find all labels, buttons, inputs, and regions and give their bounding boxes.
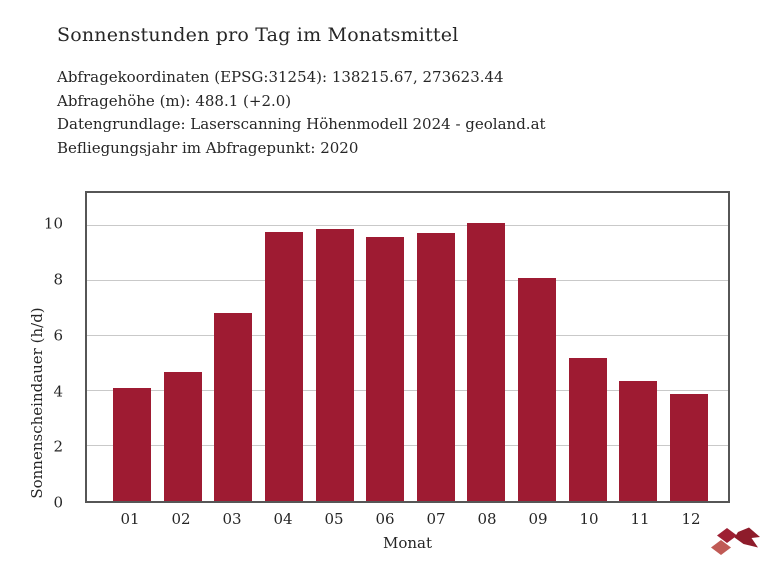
gridline (87, 279, 728, 281)
gridline (87, 224, 728, 226)
logo-diamond-bottom (711, 540, 731, 555)
y-tick-label: 10 (43, 214, 63, 233)
y-tick-label: 4 (53, 382, 63, 401)
y-tick-label: 0 (53, 493, 63, 512)
bar-month-03 (214, 312, 253, 501)
x-tick-label: 05 (324, 510, 344, 528)
gridline (87, 444, 728, 446)
y-axis-ticks: 0 2 4 6 8 10 (0, 191, 63, 510)
x-tick-label: 08 (477, 510, 497, 528)
bars (87, 193, 728, 501)
meta-line-elevation: Abfragehöhe (m): 488.1 (+2.0) (57, 91, 292, 110)
bar-month-06 (366, 237, 405, 501)
y-tick-label: 2 (53, 437, 63, 456)
bar-month-07 (416, 232, 455, 501)
meta-line-datasource: Datengrundlage: Laserscanning Höhenmodel… (57, 115, 546, 133)
gridline (87, 334, 728, 336)
chart-title: Sonnenstunden pro Tag im Monatsmittel (57, 24, 459, 46)
x-tick-label: 01 (120, 510, 140, 528)
x-tick-label: 04 (273, 510, 293, 528)
y-tick-label: 6 (53, 326, 63, 345)
gridline (87, 389, 728, 391)
meta-line-flight-year: Befliegungsjahr im Abfragepunkt: 2020 (57, 138, 359, 157)
bar-month-09 (518, 278, 556, 501)
query-metadata: Abfragekoordinaten (EPSG:31254): 138215.… (57, 66, 546, 160)
x-axis-ticks: 01 02 03 04 05 06 07 08 09 10 11 12 (85, 510, 730, 528)
meta-line-coordinates: Abfragekoordinaten (EPSG:31254): 138215.… (57, 68, 504, 86)
y-tick-label: 8 (53, 270, 63, 289)
bar-month-12 (669, 393, 708, 501)
bar-month-11 (619, 381, 658, 501)
bar-month-05 (315, 228, 354, 501)
x-tick-label: 10 (579, 510, 599, 528)
x-tick-label: 03 (222, 510, 242, 528)
bar-month-01 (113, 388, 151, 501)
x-tick-label: 12 (681, 510, 701, 528)
bar-month-02 (163, 371, 202, 501)
x-tick-label: 06 (375, 510, 395, 528)
bar-month-08 (467, 223, 506, 501)
geoland-cube-logo (711, 527, 760, 555)
logo-diamond-top (717, 528, 737, 543)
x-tick-label: 07 (426, 510, 446, 528)
x-tick-label: 02 (171, 510, 191, 528)
x-tick-label: 09 (528, 510, 548, 528)
plot-area (85, 191, 730, 503)
logo-arrow (734, 527, 760, 548)
bar-month-04 (264, 231, 303, 501)
bar-month-10 (568, 358, 607, 501)
x-axis-title: Monat (382, 534, 433, 552)
x-tick-label: 11 (630, 510, 650, 528)
